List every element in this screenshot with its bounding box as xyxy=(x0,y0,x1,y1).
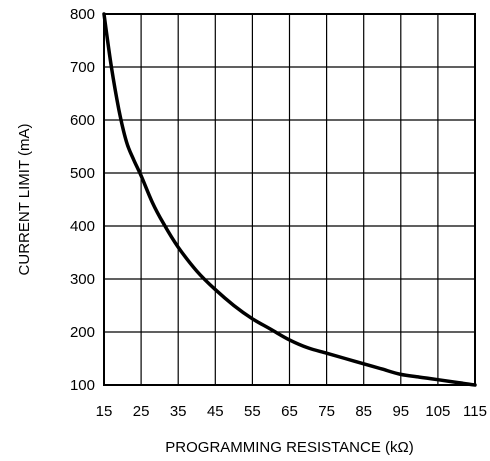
plot-frame xyxy=(103,13,476,386)
y-tick-label: 600 xyxy=(70,112,95,129)
current-limit-curve xyxy=(102,12,477,387)
x-tick-label: 115 xyxy=(463,403,487,420)
x-tick-label: 35 xyxy=(170,403,187,420)
y-tick-label: 200 xyxy=(70,324,95,341)
y-axis-title: CURRENT LIMIT (mA) xyxy=(16,124,33,276)
y-tick-label: 700 xyxy=(70,59,95,76)
x-tick-label: 45 xyxy=(207,403,224,420)
x-axis-ticks: 15 25 35 45 55 65 75 85 95 105 115 xyxy=(96,403,487,420)
y-tick-label: 100 xyxy=(70,377,95,394)
y-axis-ticks: 100 200 300 400 500 600 700 800 xyxy=(70,6,95,394)
x-tick-label: 25 xyxy=(133,403,150,420)
grid-lines xyxy=(103,13,476,386)
y-tick-label: 800 xyxy=(70,6,95,23)
x-tick-label: 15 xyxy=(96,403,113,420)
x-tick-label: 65 xyxy=(281,403,298,420)
x-tick-label: 55 xyxy=(244,403,261,420)
y-tick-label: 500 xyxy=(70,165,95,182)
y-tick-label: 300 xyxy=(70,271,95,288)
x-tick-label: 105 xyxy=(425,403,450,420)
y-tick-label: 400 xyxy=(70,218,95,235)
x-tick-label: 85 xyxy=(355,403,372,420)
x-tick-label: 95 xyxy=(392,403,409,420)
x-axis-title: PROGRAMMING RESISTANCE (kΩ) xyxy=(165,439,413,456)
x-tick-label: 75 xyxy=(318,403,335,420)
